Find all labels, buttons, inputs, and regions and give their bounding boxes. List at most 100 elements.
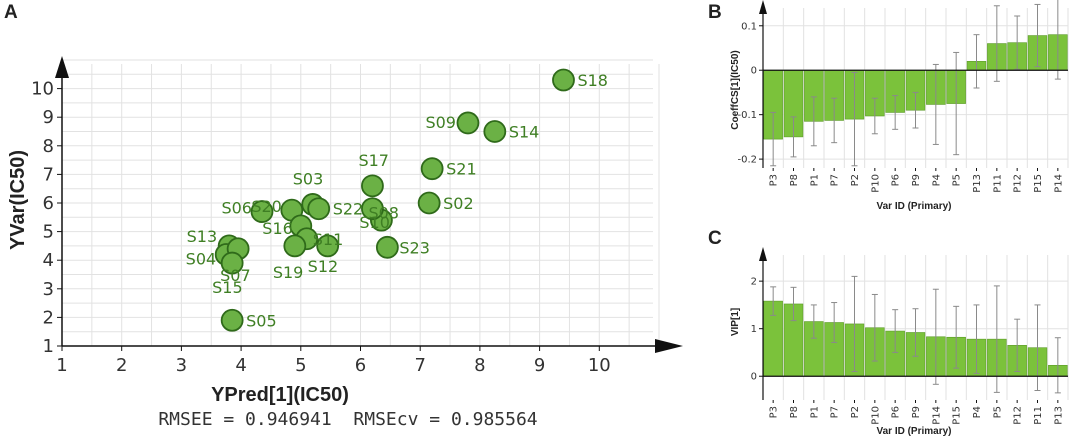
coefficient-y-axis-arrow <box>759 0 767 14</box>
scatter-point-label: S05 <box>246 311 277 330</box>
scatter-x-tick-labels: 1 2 3 4 5 6 7 8 9 10 <box>56 355 610 376</box>
coefficient-y-tick-labels: -0.2 -0.1 0 0.1 <box>737 21 757 165</box>
scatter-x-tick-label: 4 <box>235 355 246 376</box>
vip-bar-panel-c: C 012 P3 P8 P1 P7 P2 P10 P6 P9 P14 P15 P4 P5 P12 P11 P… <box>708 228 1069 437</box>
scatter-point-label: S15 <box>212 278 243 297</box>
scatter-point-label: S19 <box>273 263 304 282</box>
vip-x-tick-label: P11 <box>1033 406 1044 425</box>
coefficient-x-tick-label: P10 <box>870 174 881 193</box>
scatter-point-label: S16 <box>262 219 293 238</box>
coefficient-x-tick-labels: P3 P8 P1 P7 P2 P10 P6 P9 P4 P5 P13 P11 P12 P15 P14 <box>769 174 1065 193</box>
scatter-x-tick-label: 3 <box>176 355 187 376</box>
vip-y-axis-arrow <box>759 247 767 261</box>
vip-y-axis-title: VIP[1] <box>730 308 741 336</box>
scatter-y-tick-label: 10 <box>31 79 54 100</box>
scatter-point <box>361 174 384 198</box>
vip-x-tick-label: P7 <box>830 406 841 418</box>
scatter-point <box>552 68 575 92</box>
scatter-point <box>456 111 480 135</box>
scatter-point-label: S03 <box>293 169 324 188</box>
scatter-y-axis-arrow <box>55 56 69 78</box>
scatter-y-tick-label: 8 <box>43 136 54 157</box>
scatter-point <box>283 234 307 258</box>
coefficient-axes <box>759 0 1068 171</box>
vip-x-tick-label: P9 <box>911 406 922 418</box>
scatter-y-tick-label: 6 <box>43 193 54 214</box>
coefficient-x-tick-label: P12 <box>1013 174 1024 193</box>
coefficient-y-tick-label: -0.1 <box>737 110 757 121</box>
scatter-axes <box>55 56 683 353</box>
vip-y-tick-label: 2 <box>751 277 757 288</box>
scatter-point-label: S02 <box>443 194 474 213</box>
scatter-point <box>220 308 244 332</box>
coefficient-y-axis-title: CoeffCS[1](IC50) <box>730 50 741 129</box>
scatter-point <box>361 197 384 221</box>
panel-c-letter: C <box>708 228 722 249</box>
vip-x-tick-label: P3 <box>769 406 780 418</box>
coefficient-x-tick-label: P9 <box>911 174 922 186</box>
scatter-point <box>307 197 331 221</box>
coefficient-x-tick-label: P14 <box>1053 174 1064 193</box>
coefficient-x-tick-label: P1 <box>809 174 820 186</box>
scatter-point-label: S14 <box>509 123 540 142</box>
scatter-point <box>250 200 274 223</box>
coefficient-x-tick-label: P7 <box>830 174 841 186</box>
vip-x-tick-label: P4 <box>972 406 983 418</box>
scatter-x-axis-arrow <box>655 339 683 353</box>
coefficient-x-tick-label: P8 <box>789 174 800 186</box>
scatter-point-label: S12 <box>308 257 339 276</box>
vip-y-tick-label: 0 <box>751 372 757 383</box>
panel-b-letter: B <box>708 2 722 23</box>
coefficient-x-tick-label: P4 <box>931 174 942 186</box>
scatter-x-tick-label: 9 <box>534 355 545 376</box>
scatter-point <box>375 235 399 259</box>
scatter-y-tick-label: 3 <box>43 279 54 300</box>
scatter-point <box>420 157 444 181</box>
coefficient-x-tick-label: P15 <box>1033 174 1044 193</box>
scatter-point-label: S09 <box>425 113 456 132</box>
coefficient-x-tick-label: P11 <box>992 174 1003 193</box>
scatter-point-label: S18 <box>577 71 608 90</box>
scatter-x-tick-label: 2 <box>116 355 127 376</box>
scatter-point <box>417 191 441 215</box>
scatter-x-tick-label: 5 <box>295 355 306 376</box>
scatter-point-label: S11 <box>313 230 344 249</box>
scatter-x-tick-label: 10 <box>588 355 611 376</box>
vip-x-tick-label: P14 <box>931 406 942 425</box>
panel-a-letter: A <box>4 2 18 23</box>
scatter-point-label: S23 <box>399 238 430 257</box>
scatter-point-label: S06 <box>221 199 252 218</box>
rmse-footer: RMSEE = 0.946941 RMSEcv = 0.985564 <box>158 409 537 430</box>
scatter-y-tick-label: 2 <box>43 307 54 328</box>
scatter-point-label: S13 <box>187 227 218 246</box>
vip-y-tick-labels: 0 1 2 <box>751 277 757 383</box>
vip-x-tick-labels: P3 P8 P1 P7 P2 P10 P6 P9 P14 P15 P4 P5 P12 P11 P13 <box>769 406 1065 425</box>
scatter-point-label: S10 <box>359 213 390 232</box>
scatter-point-label: S07 <box>220 266 251 285</box>
coefficient-bar-panel-b: B -0.2-0.100.1 P3 P8 P1 P7 P2 P10 P6 P9 P4 P5 P13 P… <box>708 0 1069 212</box>
scatter-point-label: S22 <box>333 200 364 219</box>
scatter-y-tick-label: 5 <box>43 222 54 243</box>
coefficient-y-tick-label: 0 <box>751 66 757 77</box>
coefficient-x-tick-label: P13 <box>972 174 983 193</box>
coefficient-x-tick-label: P2 <box>850 174 861 186</box>
scatter-y-tick-label: 4 <box>43 250 54 271</box>
coefficient-y-tick-label: 0.1 <box>741 21 757 32</box>
scatter-x-tick-label: 7 <box>414 355 425 376</box>
scatter-point-label: S04 <box>186 249 217 268</box>
coefficient-y-tick-label: -0.2 <box>737 155 757 166</box>
vip-x-tick-label: P15 <box>952 406 963 425</box>
scatter-y-tick-label: 9 <box>43 107 54 128</box>
vip-x-tick-label: P1 <box>809 406 820 418</box>
coefficient-x-tick-label: P6 <box>891 174 902 186</box>
vip-x-tick-label: P6 <box>891 406 902 418</box>
vip-x-tick-label: P13 <box>1053 406 1064 425</box>
vip-y-tick-label: 1 <box>751 324 757 335</box>
vip-axes <box>759 247 1068 403</box>
vip-x-tick-label: P12 <box>1013 406 1024 425</box>
coefficient-x-axis-title: Var ID (Primary) <box>876 201 951 212</box>
vip-x-tick-label: P8 <box>789 406 800 418</box>
